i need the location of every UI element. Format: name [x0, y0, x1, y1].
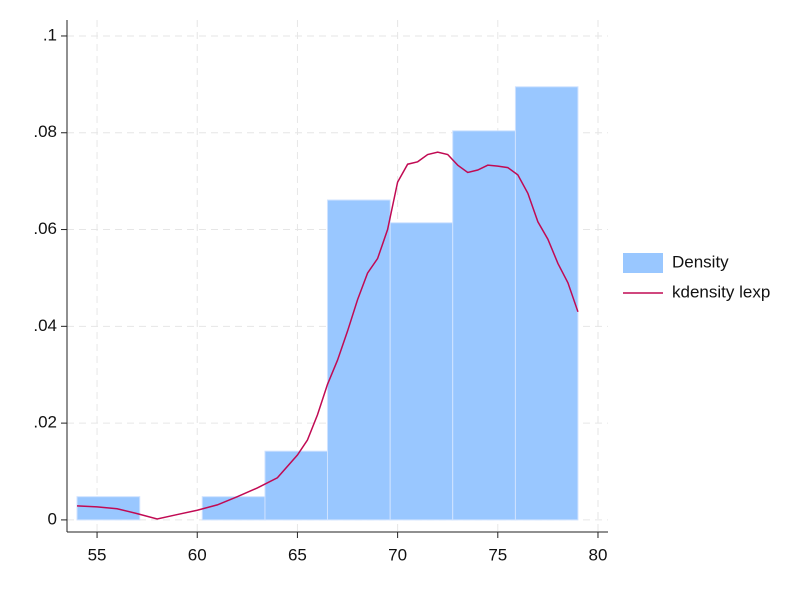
y-tick-label: .02: [33, 413, 57, 432]
density-line: [76, 151, 579, 520]
x-tick-label: 70: [388, 545, 407, 564]
bar: [514, 86, 579, 521]
y-tick-label: .06: [33, 219, 57, 238]
y-tick-label: .08: [33, 122, 57, 141]
bar: [389, 222, 454, 521]
bar: [452, 130, 516, 521]
legend-label: kdensity lexp: [672, 282, 770, 301]
x-tick-label: 55: [88, 545, 107, 564]
bar: [201, 496, 266, 521]
y-tick-label: .04: [33, 316, 57, 335]
x-tick-label: 60: [188, 545, 207, 564]
x-tick-label: 75: [488, 545, 507, 564]
legend-swatch: [623, 253, 663, 273]
y-tick-label: 0: [48, 509, 57, 528]
x-tick-label: 80: [589, 545, 608, 564]
bar: [264, 450, 328, 521]
legend-label: Density: [672, 252, 729, 271]
x-tick-label: 65: [288, 545, 307, 564]
y-tick-label: .1: [43, 25, 57, 44]
